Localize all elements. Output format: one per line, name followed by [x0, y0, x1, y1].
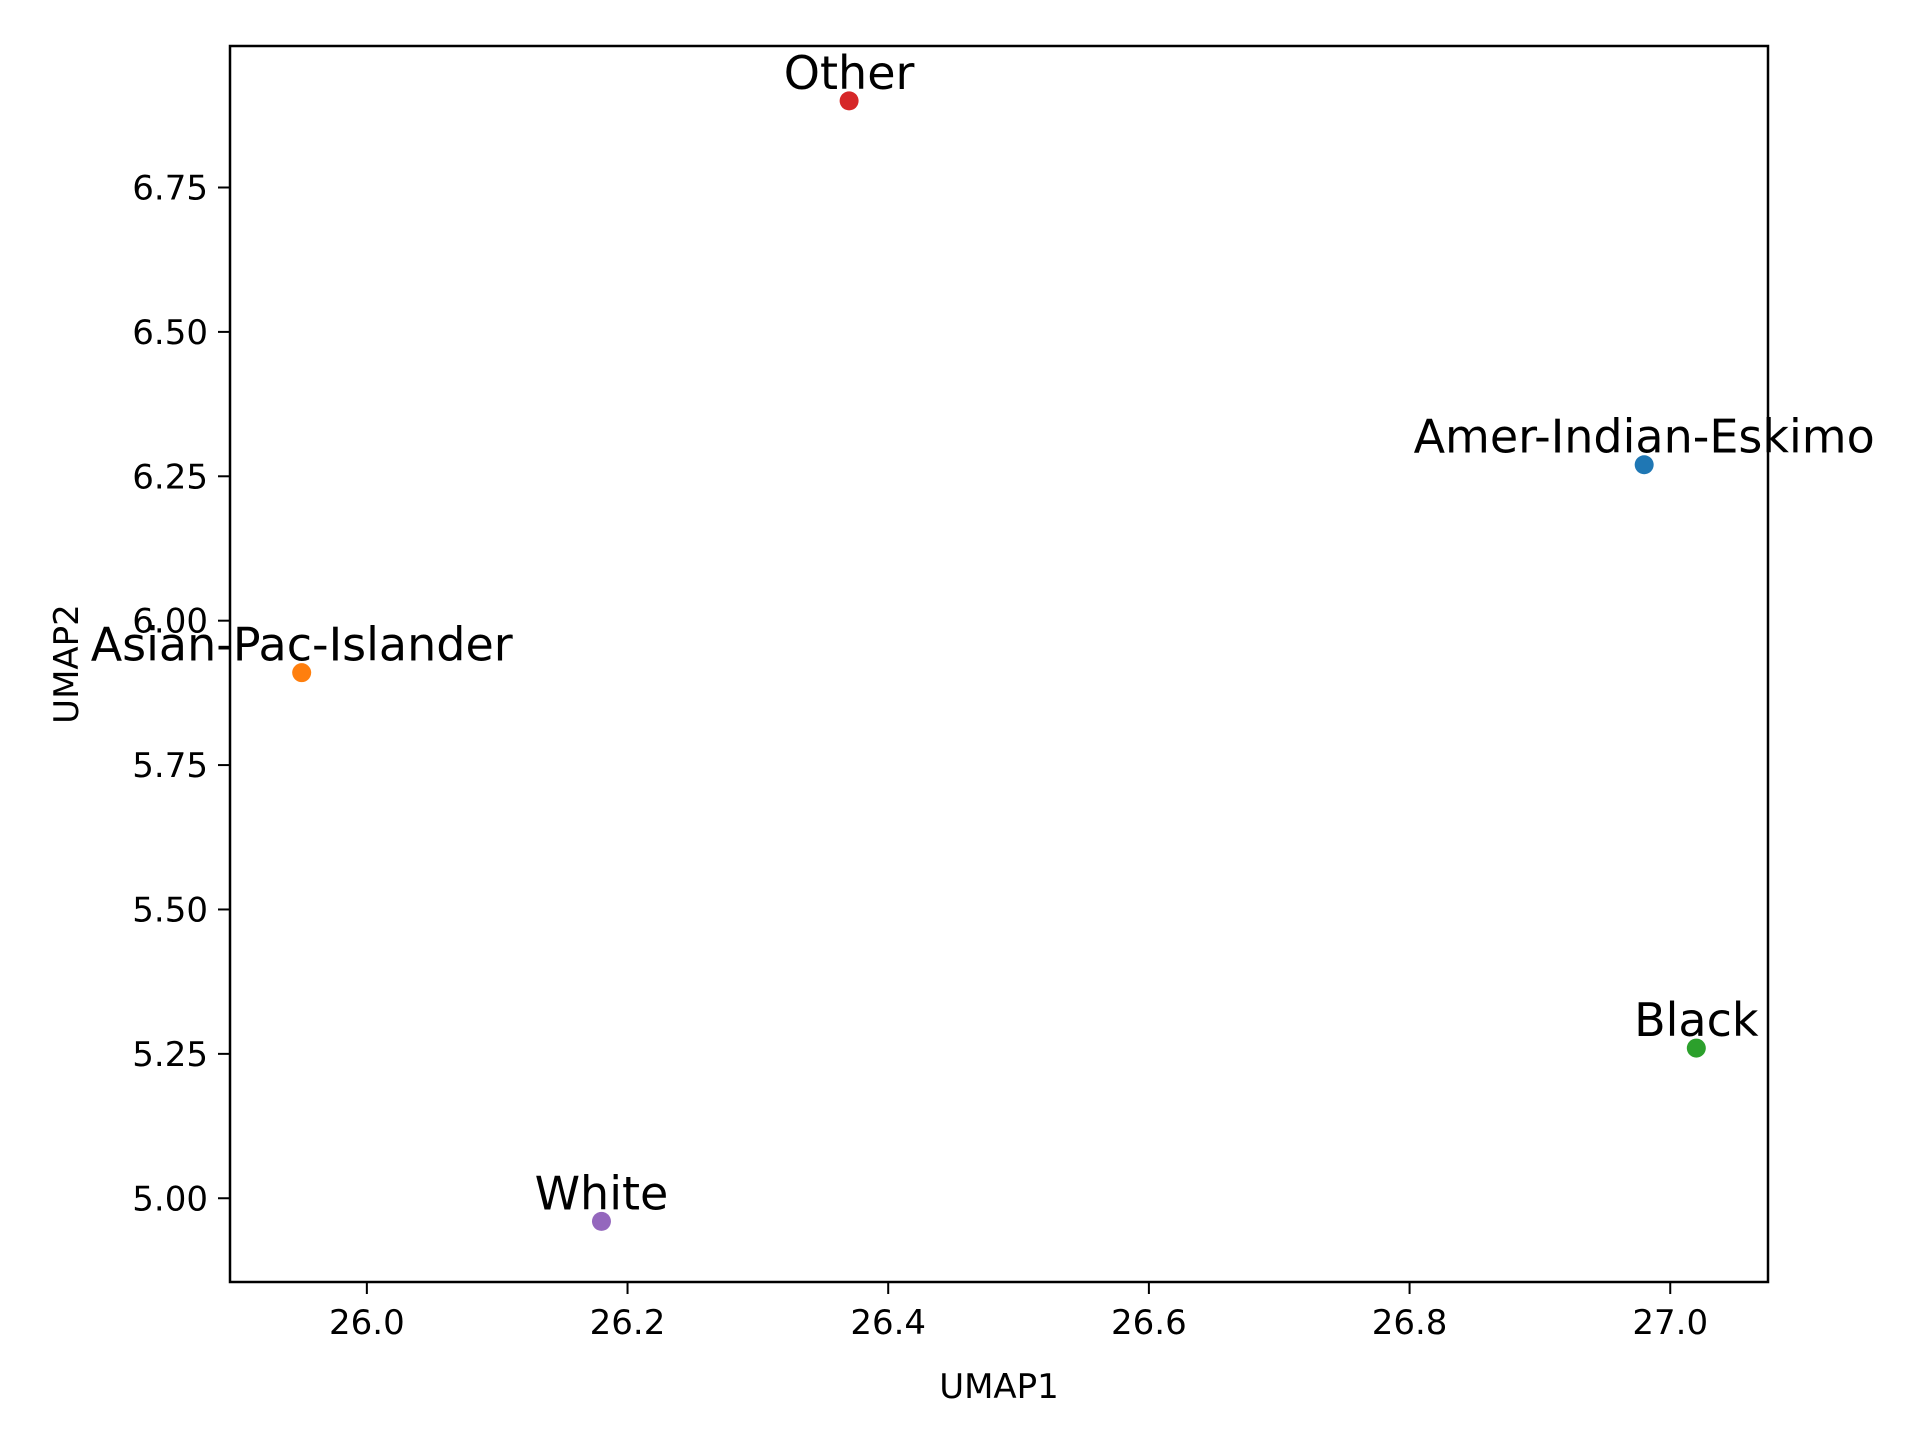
x-axis-ticks: 26.0 26.2 26.4 26.6 26.8 27.0: [329, 1282, 1708, 1343]
y-tick-label: 5.00: [132, 1179, 208, 1219]
point-label: Asian-Pac-Islander: [91, 618, 513, 672]
y-tick-label: 6.25: [132, 457, 208, 497]
x-tick-label: 26.6: [1111, 1303, 1187, 1343]
point-label: Other: [784, 46, 915, 100]
y-tick-label: 6.75: [132, 169, 208, 209]
y-axis-ticks: 5.00 5.25 5.50 5.75 6.00 6.25 6.50 6.75: [132, 169, 230, 1219]
y-tick-label: 6.00: [132, 602, 208, 642]
data-point: [1634, 455, 1654, 475]
x-tick-label: 27.0: [1632, 1303, 1708, 1343]
point-label: White: [535, 1166, 669, 1220]
point-label: Black: [1634, 993, 1759, 1047]
x-tick-label: 26.0: [329, 1303, 405, 1343]
x-axis-title: UMAP1: [939, 1367, 1059, 1407]
y-axis-title: UMAP2: [47, 604, 87, 724]
data-point: [292, 663, 312, 683]
marks-layer: Amer-Indian-Eskimo Asian-Pac-Islander Blac…: [91, 46, 1875, 1231]
y-tick-label: 5.25: [132, 1035, 208, 1075]
y-tick-label: 5.50: [132, 890, 208, 930]
x-tick-label: 26.4: [850, 1303, 926, 1343]
data-point: [839, 91, 859, 111]
x-tick-label: 26.8: [1372, 1303, 1448, 1343]
plot-area-frame: [228, 44, 1770, 1284]
y-tick-label: 5.75: [132, 746, 208, 786]
y-tick-label: 6.50: [132, 313, 208, 353]
point-label: Amer-Indian-Eskimo: [1414, 410, 1875, 464]
data-point: [1686, 1038, 1706, 1058]
data-point: [591, 1211, 611, 1231]
x-tick-label: 26.2: [590, 1303, 666, 1343]
